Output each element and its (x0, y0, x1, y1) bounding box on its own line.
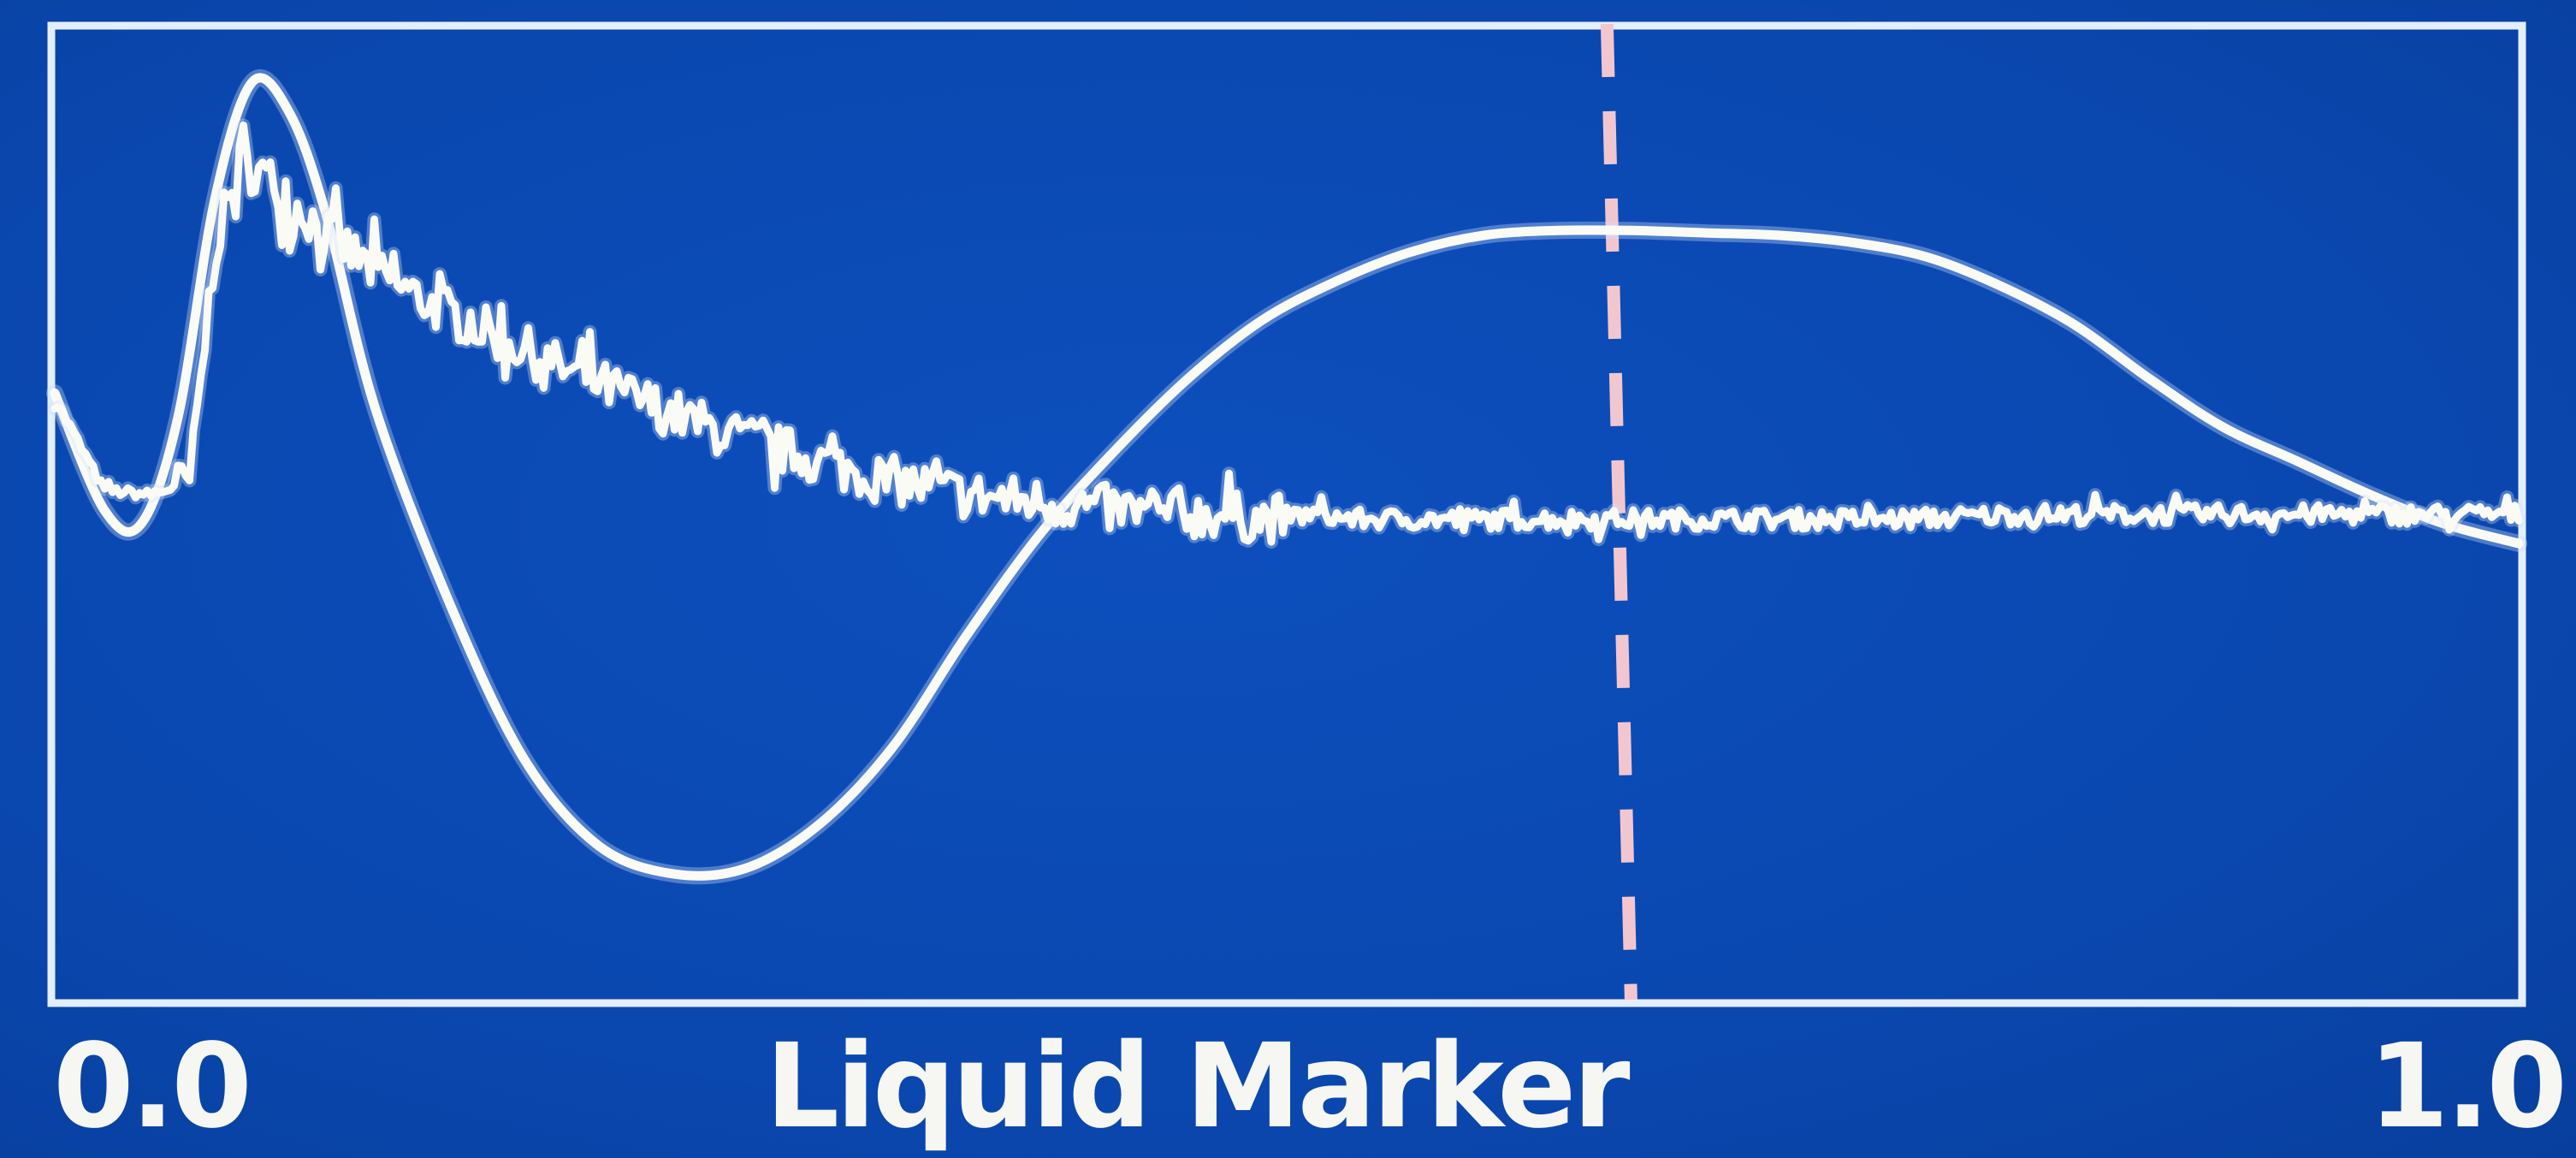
x-tick-label-min: 0.0 (53, 1019, 252, 1155)
chart-marks (46, 23, 2527, 1001)
series-2-line (50, 122, 2523, 546)
series-1-line (50, 73, 2524, 881)
plot-frame (47, 21, 2526, 1007)
position-marker-line (1600, 23, 1637, 1001)
series-2-glow (48, 118, 2526, 549)
x-axis-title: Liquid Marker (765, 1019, 1630, 1155)
series-1-glow (46, 69, 2527, 885)
x-tick-label-max: 1.0 (2368, 1019, 2567, 1155)
